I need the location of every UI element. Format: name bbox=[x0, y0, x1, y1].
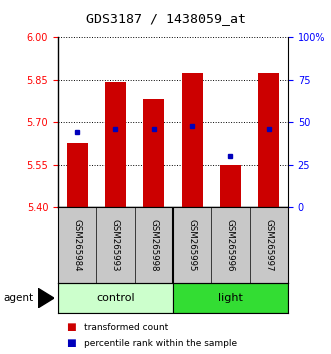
Bar bbox=[143, 99, 164, 207]
Text: GSM265993: GSM265993 bbox=[111, 219, 120, 272]
Text: GSM265997: GSM265997 bbox=[264, 219, 273, 272]
Bar bbox=[258, 73, 279, 207]
Bar bbox=[220, 165, 241, 207]
Bar bbox=[173, 283, 288, 313]
Text: ■: ■ bbox=[66, 322, 76, 332]
Bar bbox=[67, 143, 88, 207]
Bar bbox=[105, 82, 126, 207]
Text: GSM265996: GSM265996 bbox=[226, 219, 235, 272]
Text: transformed count: transformed count bbox=[84, 323, 169, 332]
Polygon shape bbox=[38, 288, 54, 308]
Text: GSM265984: GSM265984 bbox=[72, 219, 82, 272]
Bar bbox=[182, 73, 203, 207]
Bar bbox=[58, 283, 173, 313]
Text: light: light bbox=[218, 293, 243, 303]
Text: control: control bbox=[96, 293, 135, 303]
Text: GSM265995: GSM265995 bbox=[188, 219, 197, 272]
Text: GSM265998: GSM265998 bbox=[149, 219, 158, 272]
Text: agent: agent bbox=[3, 293, 33, 303]
Text: ■: ■ bbox=[66, 338, 76, 348]
Text: GDS3187 / 1438059_at: GDS3187 / 1438059_at bbox=[85, 12, 246, 25]
Text: percentile rank within the sample: percentile rank within the sample bbox=[84, 339, 238, 348]
